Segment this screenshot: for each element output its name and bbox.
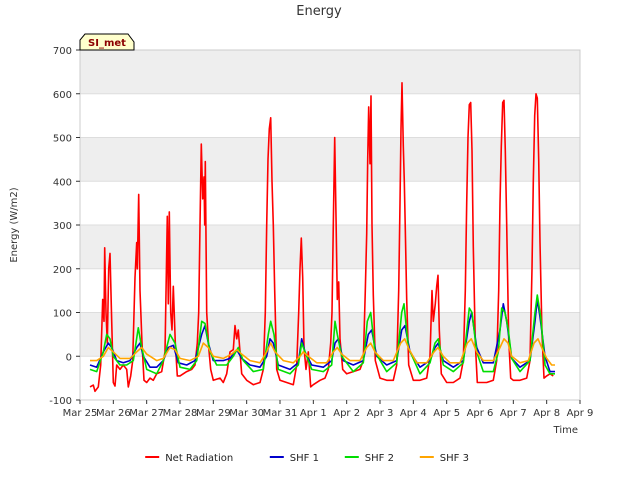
y-axis-label: Energy (W/m2) bbox=[9, 187, 20, 262]
legend-label-shf-2: SHF 2 bbox=[365, 453, 394, 464]
x-tick-label: Mar 25 bbox=[63, 408, 98, 419]
x-tick-label: Apr 1 bbox=[300, 408, 327, 419]
x-tick-label: Mar 28 bbox=[163, 408, 198, 419]
x-tick-label: Mar 27 bbox=[129, 408, 164, 419]
y-tick-label: 300 bbox=[53, 221, 72, 232]
series-line-shf-2 bbox=[89, 294, 555, 375]
x-tick-label: Apr 6 bbox=[467, 408, 494, 419]
y-axis-ticks: -100 0 100 200 300 400 500 600 700 bbox=[49, 46, 80, 407]
x-tick-label: Apr 7 bbox=[500, 408, 527, 419]
series-line-net-radiation bbox=[89, 82, 554, 393]
annotation-box: SI_met bbox=[79, 33, 135, 51]
x-tick-label: Apr 5 bbox=[433, 408, 460, 419]
y-tick-label: 500 bbox=[53, 134, 72, 145]
x-tick-label: Apr 2 bbox=[333, 408, 360, 419]
annotation-label: SI_met bbox=[88, 38, 126, 49]
x-axis-label: Time bbox=[553, 425, 578, 436]
grid-band bbox=[80, 137, 580, 182]
series-line-shf-1 bbox=[89, 298, 555, 373]
x-tick-label: Mar 29 bbox=[196, 408, 231, 419]
y-tick-label: 200 bbox=[53, 265, 72, 276]
legend: Net Radiation SHF 1 SHF 2 SHF 3 bbox=[145, 453, 469, 464]
x-tick-label: Apr 8 bbox=[533, 408, 560, 419]
series-layer bbox=[89, 82, 555, 393]
grid-band bbox=[80, 50, 580, 94]
x-tick-label: Apr 9 bbox=[567, 408, 594, 419]
y-tick-label: 600 bbox=[53, 90, 72, 101]
y-tick-label: -100 bbox=[49, 396, 72, 407]
x-tick-label: Mar 31 bbox=[263, 408, 298, 419]
y-tick-label: 0 bbox=[66, 352, 72, 363]
x-tick-label: Mar 30 bbox=[229, 408, 264, 419]
chart-title: Energy bbox=[296, 4, 342, 19]
grid-band bbox=[80, 225, 580, 269]
y-tick-label: 700 bbox=[53, 46, 72, 57]
x-tick-label: Mar 26 bbox=[96, 408, 131, 419]
y-tick-label: 100 bbox=[53, 309, 72, 320]
grid-bands bbox=[80, 50, 580, 357]
legend-label-net-radiation: Net Radiation bbox=[165, 453, 233, 464]
x-tick-label: Apr 4 bbox=[400, 408, 427, 419]
series-line-shf-3 bbox=[90, 338, 555, 366]
y-tick-label: 400 bbox=[53, 177, 72, 188]
x-tick-label: Apr 3 bbox=[367, 408, 394, 419]
legend-label-shf-3: SHF 3 bbox=[440, 453, 469, 464]
legend-label-shf-1: SHF 1 bbox=[290, 453, 319, 464]
